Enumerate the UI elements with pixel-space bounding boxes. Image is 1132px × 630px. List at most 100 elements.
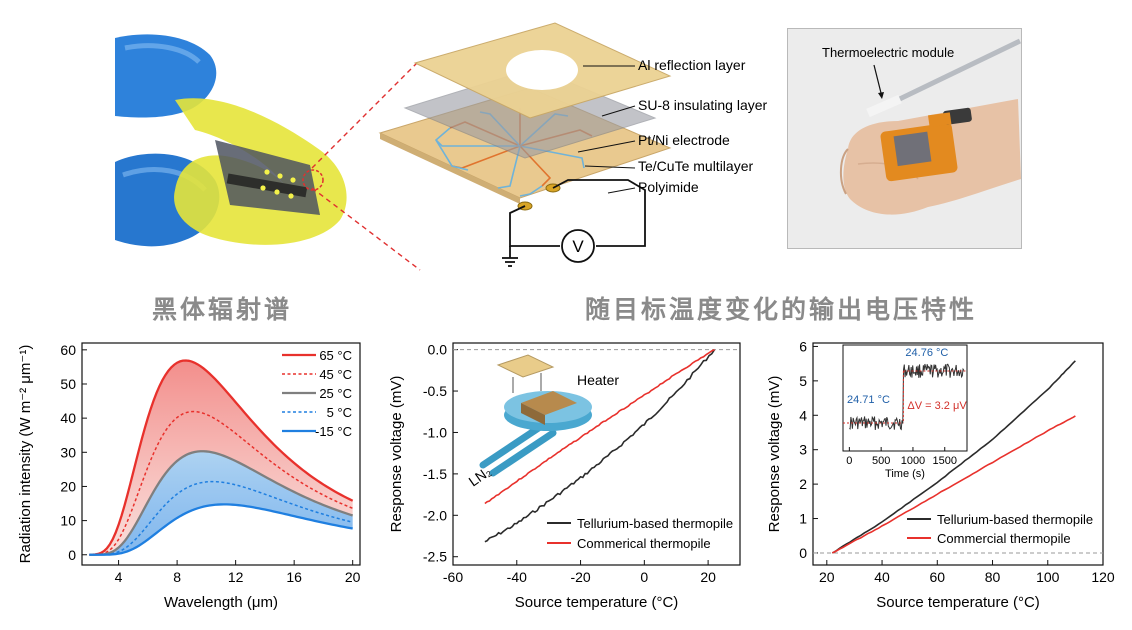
x-tick-label: -60	[443, 569, 463, 585]
inset-x-tick-label: 500	[872, 455, 890, 467]
y-axis-label: Response voltage (mV)	[388, 376, 405, 533]
y-tick-label: 0.0	[428, 342, 448, 358]
plot-frame	[452, 342, 741, 566]
y-tick-label: 3	[799, 442, 807, 458]
plot-frame	[81, 342, 361, 566]
cooling-response-chart: -60 -40 -20 0 20 0.0 -0.5 -1.0 -1.5 -2.0 -2.5 Sourc…	[388, 342, 741, 611]
inset-label-before: 24.71 °C	[847, 394, 890, 406]
label-su8-layer: SU-8 insulating layer	[638, 97, 768, 113]
legend-label: Commerical thermopile	[577, 536, 711, 551]
voltmeter-symbol: V	[572, 237, 584, 256]
label-polyimide: Polyimide	[638, 179, 699, 195]
inset-x-tick-label: 1500	[933, 455, 957, 467]
x-tick-label: 20	[819, 569, 835, 585]
plot-frame	[812, 342, 1104, 566]
y-tick-label: 1	[799, 511, 807, 527]
zoom-lines	[311, 59, 421, 271]
y-tick-label: 40	[60, 410, 76, 426]
y-tick-label: 0	[68, 547, 76, 563]
x-axis-label: Wavelength (μm)	[164, 594, 278, 611]
series-line-tellurium	[831, 360, 1076, 554]
y-tick-label: 0	[799, 545, 807, 561]
x-tick-label: 80	[985, 569, 1001, 585]
ln2-pipes	[479, 421, 557, 477]
x-tick-label: 16	[286, 569, 302, 585]
inset-label-after: 24.76 °C	[905, 347, 948, 359]
zoom-marker	[302, 169, 324, 191]
y-tick-label: 60	[60, 342, 76, 358]
inset-x-tick-label: 1000	[901, 455, 925, 467]
heater-side	[521, 403, 545, 425]
y-tick-label: 10	[60, 513, 76, 529]
label-thermoelectric-module: Thermoelectric module	[822, 45, 954, 60]
label-ln2: LN₂	[466, 463, 494, 489]
y-tick-label: -2.0	[423, 507, 447, 523]
y-tick-label: 50	[60, 376, 76, 392]
y-tick-label: 20	[60, 478, 76, 494]
inset-delta: ΔV = 3.2 μV	[907, 400, 967, 412]
x-tick-label: 60	[929, 569, 945, 585]
series-line-tellurium	[484, 349, 716, 543]
label-electrode: Pt/Ni electrode	[638, 132, 730, 148]
legend-label: Commercial thermopile	[937, 531, 1071, 546]
device-sketch	[496, 354, 555, 378]
legend-label: Tellurium-based thermopile	[577, 516, 733, 531]
y-tick-label: -2.5	[423, 549, 447, 565]
probe	[881, 38, 1022, 110]
series-line-4	[89, 503, 353, 556]
series-line-commercial	[831, 415, 1076, 554]
label-heater: Heater	[577, 372, 619, 388]
blackbody-spectrum-chart: 4 8 12 16 20 0 10 20 30 40 50 60 Wavelength (μm) Radi…	[17, 342, 361, 611]
y-axis-label: Radiation intensity (W m⁻² μm⁻¹)	[17, 345, 34, 564]
series-line-2	[89, 450, 354, 556]
legend-label: 25 °C	[319, 386, 352, 401]
x-tick-label: -20	[570, 569, 590, 585]
x-tick-label: 20	[345, 569, 361, 585]
y-axis-label: Response voltage (mV)	[766, 376, 783, 533]
section-title-blackbody: 黑体辐射谱	[152, 295, 293, 324]
label-al-layer: Al reflection layer	[638, 57, 746, 73]
y-tick-label: 30	[60, 444, 76, 460]
x-tick-label: 120	[1091, 569, 1115, 585]
x-tick-label: 0	[640, 569, 648, 585]
inset-x-tick-label: 0	[846, 455, 852, 467]
heater-inset: Heater LN₂	[466, 354, 619, 489]
y-tick-label: 5	[799, 373, 807, 389]
legend-label: Tellurium-based thermopile	[937, 512, 1093, 527]
heater-block	[521, 391, 577, 415]
x-tick-label: 12	[228, 569, 244, 585]
x-tick-label: 40	[874, 569, 890, 585]
legend-label: -15 °C	[315, 424, 352, 439]
legend-label: 65 °C	[319, 348, 352, 363]
section-title-voltage: 随目标温度变化的输出电压特性	[585, 295, 978, 324]
legend-label: 45 °C	[319, 367, 352, 382]
y-tick-label: -0.5	[423, 383, 447, 399]
inset-frame	[842, 344, 968, 452]
cool-band-fill	[89, 451, 353, 555]
series-line-commercial	[484, 348, 715, 505]
inset-x-axis-label: Time (s)	[885, 468, 925, 480]
y-tick-label: 6	[799, 338, 807, 354]
x-tick-label: 100	[1036, 569, 1060, 585]
voltmeter-circuit	[502, 179, 646, 267]
y-tick-label: 2	[799, 476, 807, 492]
exploded-layer-diagram: V Al reflection layer SU-8 insulating la…	[378, 22, 768, 267]
x-tick-label: -40	[507, 569, 527, 585]
flexible-device-photo	[115, 34, 347, 247]
voltmeter	[561, 229, 595, 263]
x-axis-label: Source temperature (°C)	[515, 594, 679, 611]
y-tick-label: -1.5	[423, 466, 447, 482]
series-line-0	[89, 359, 354, 556]
wrist-photo: Thermoelectric module	[787, 28, 1022, 249]
label-multilayer: Te/CuTe multilayer	[638, 158, 753, 174]
legend-label: 5 °C	[327, 405, 352, 420]
x-axis-label: Source temperature (°C)	[876, 594, 1040, 611]
heating-response-chart: 20 40 60 80 100 120 0 1 2 3 4 5 6 Source temperature …	[766, 338, 1115, 611]
x-tick-label: 20	[700, 569, 716, 585]
x-tick-label: 8	[173, 569, 181, 585]
warm-band-fill	[89, 360, 353, 555]
inset-trace	[849, 363, 965, 431]
x-tick-label: 4	[115, 569, 123, 585]
y-tick-label: -1.0	[423, 424, 447, 440]
y-tick-label: 4	[799, 407, 807, 423]
